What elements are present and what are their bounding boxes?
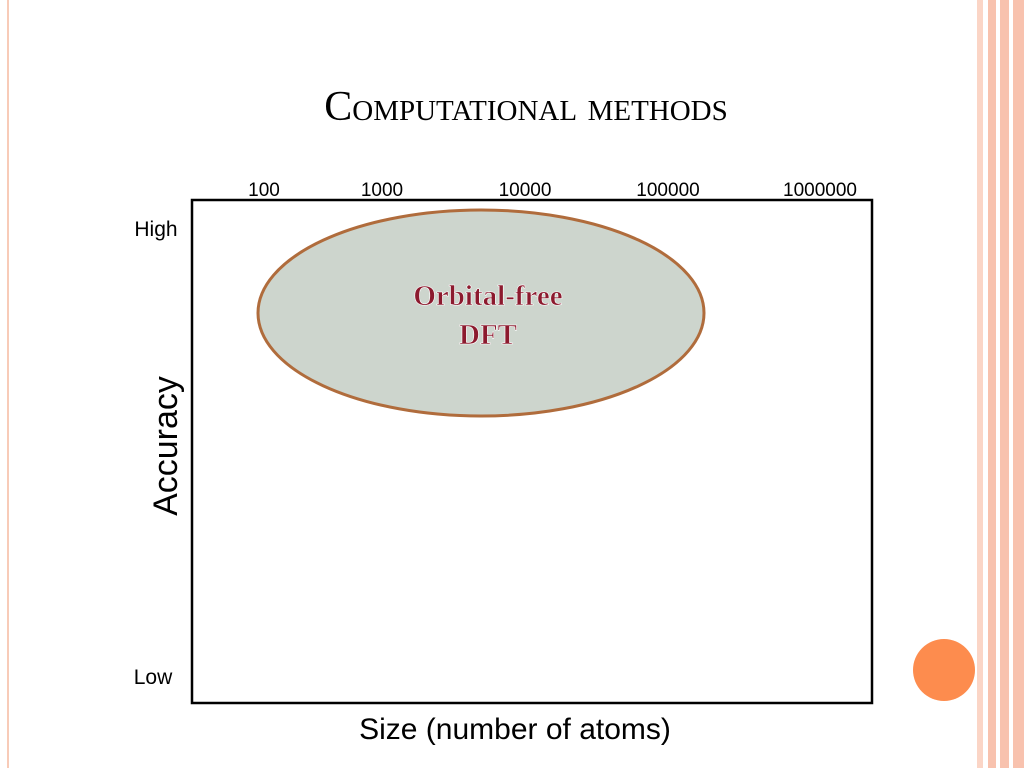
decor-circle <box>913 639 975 701</box>
region-label: Orbital-free <box>413 280 562 312</box>
stripe <box>988 0 996 768</box>
region-ellipse <box>256 208 706 418</box>
x-tick-label: 100 <box>248 180 280 201</box>
stripe <box>1013 0 1024 768</box>
x-axis-title: Size (number of atoms) <box>359 713 671 746</box>
x-tick-label: 1000000 <box>783 180 857 201</box>
stripe <box>1000 0 1009 768</box>
x-tick-label: 10000 <box>499 180 552 201</box>
x-tick-label: 100000 <box>636 180 699 201</box>
x-tick-label: 1000 <box>361 180 403 201</box>
stripe <box>977 0 983 768</box>
title: Computational methods <box>324 84 728 130</box>
region-label: DFT <box>459 319 517 351</box>
y-axis-title: Accuracy <box>147 376 185 516</box>
y-high-label: High <box>134 218 177 241</box>
y-low-label: Low <box>134 666 173 689</box>
